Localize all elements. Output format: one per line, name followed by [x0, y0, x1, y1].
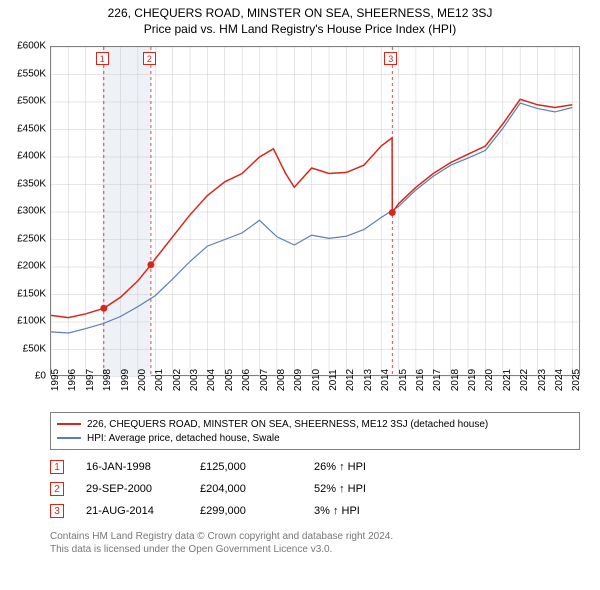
marker-table: 1 16-JAN-1998 £125,000 26% ↑ HPI 2 29-SE… — [50, 456, 580, 522]
x-tick-label: 1996 — [67, 369, 78, 391]
y-tick-label: £450K — [1, 123, 46, 134]
x-tick-label: 1997 — [85, 369, 96, 391]
legend-swatch-property — [57, 423, 81, 425]
marker-price-2: £204,000 — [200, 483, 310, 495]
x-tick-label: 2006 — [241, 369, 252, 391]
marker-pct-1: 26% ↑ HPI — [314, 461, 434, 473]
plot-svg — [51, 47, 581, 377]
x-tick-label: 1998 — [102, 369, 113, 391]
y-tick-label: £100K — [1, 316, 46, 327]
legend-box: 226, CHEQUERS ROAD, MINSTER ON SEA, SHEE… — [50, 412, 580, 450]
x-tick-label: 2015 — [398, 369, 409, 391]
marker-date-3: 21-AUG-2014 — [86, 505, 196, 517]
legend-row-hpi: HPI: Average price, detached house, Swal… — [57, 431, 573, 445]
x-tick-label: 1999 — [120, 369, 131, 391]
x-tick-label: 2017 — [432, 369, 443, 391]
x-tick-label: 2025 — [571, 369, 582, 391]
x-tick-label: 2004 — [206, 369, 217, 391]
attribution-line2: This data is licensed under the Open Gov… — [50, 543, 580, 556]
y-tick-label: £150K — [1, 288, 46, 299]
chart-container: 226, CHEQUERS ROAD, MINSTER ON SEA, SHEE… — [0, 0, 600, 590]
x-tick-label: 2005 — [224, 369, 235, 391]
x-tick-label: 2012 — [345, 369, 356, 391]
marker-row-3: 3 21-AUG-2014 £299,000 3% ↑ HPI — [50, 500, 580, 522]
attribution: Contains HM Land Registry data © Crown c… — [50, 530, 580, 556]
x-tick-label: 2024 — [554, 369, 565, 391]
legend-swatch-hpi — [57, 437, 81, 439]
x-tick-label: 2001 — [154, 369, 165, 391]
marker-row-2: 2 29-SEP-2000 £204,000 52% ↑ HPI — [50, 478, 580, 500]
plot-marker-badge: 2 — [143, 52, 156, 65]
y-tick-label: £250K — [1, 233, 46, 244]
y-tick-label: £200K — [1, 261, 46, 272]
title-line1: 226, CHEQUERS ROAD, MINSTER ON SEA, SHEE… — [0, 6, 600, 20]
marker-row-1: 1 16-JAN-1998 £125,000 26% ↑ HPI — [50, 456, 580, 478]
y-tick-label: £550K — [1, 68, 46, 79]
x-tick-label: 2013 — [363, 369, 374, 391]
y-tick-label: £50K — [1, 343, 46, 354]
x-tick-label: 2010 — [311, 369, 322, 391]
marker-pct-2: 52% ↑ HPI — [314, 483, 434, 495]
marker-price-3: £299,000 — [200, 505, 310, 517]
x-tick-label: 2020 — [484, 369, 495, 391]
x-tick-label: 2002 — [172, 369, 183, 391]
legend-label-property: 226, CHEQUERS ROAD, MINSTER ON SEA, SHEE… — [87, 419, 488, 430]
x-tick-label: 2023 — [537, 369, 548, 391]
x-tick-label: 2018 — [450, 369, 461, 391]
x-tick-label: 2000 — [137, 369, 148, 391]
x-tick-label: 2003 — [189, 369, 200, 391]
marker-pct-3: 3% ↑ HPI — [314, 505, 434, 517]
x-tick-label: 2008 — [276, 369, 287, 391]
attribution-line1: Contains HM Land Registry data © Crown c… — [50, 530, 580, 543]
marker-badge-3: 3 — [50, 504, 64, 518]
marker-badge-1: 1 — [50, 460, 64, 474]
y-tick-label: £300K — [1, 206, 46, 217]
x-tick-label: 2007 — [259, 369, 270, 391]
title-block: 226, CHEQUERS ROAD, MINSTER ON SEA, SHEE… — [0, 0, 600, 38]
x-tick-label: 2009 — [293, 369, 304, 391]
y-tick-label: £500K — [1, 96, 46, 107]
title-line2: Price paid vs. HM Land Registry's House … — [0, 22, 600, 36]
x-tick-label: 2022 — [519, 369, 530, 391]
legend-label-hpi: HPI: Average price, detached house, Swal… — [87, 433, 280, 444]
x-tick-label: 2019 — [467, 369, 478, 391]
y-tick-label: £350K — [1, 178, 46, 189]
x-tick-label: 2011 — [328, 369, 339, 391]
x-tick-label: 2014 — [380, 369, 391, 391]
plot-area — [50, 46, 580, 376]
x-tick-label: 1995 — [50, 369, 61, 391]
marker-date-2: 29-SEP-2000 — [86, 483, 196, 495]
plot-marker-badge: 1 — [96, 52, 109, 65]
marker-badge-2: 2 — [50, 482, 64, 496]
y-tick-label: £600K — [1, 41, 46, 52]
x-tick-label: 2016 — [415, 369, 426, 391]
legend-row-property: 226, CHEQUERS ROAD, MINSTER ON SEA, SHEE… — [57, 417, 573, 431]
x-tick-label: 2021 — [502, 369, 513, 391]
y-tick-label: £400K — [1, 151, 46, 162]
marker-price-1: £125,000 — [200, 461, 310, 473]
plot-marker-badge: 3 — [384, 52, 397, 65]
marker-date-1: 16-JAN-1998 — [86, 461, 196, 473]
y-tick-label: £0 — [1, 371, 46, 382]
